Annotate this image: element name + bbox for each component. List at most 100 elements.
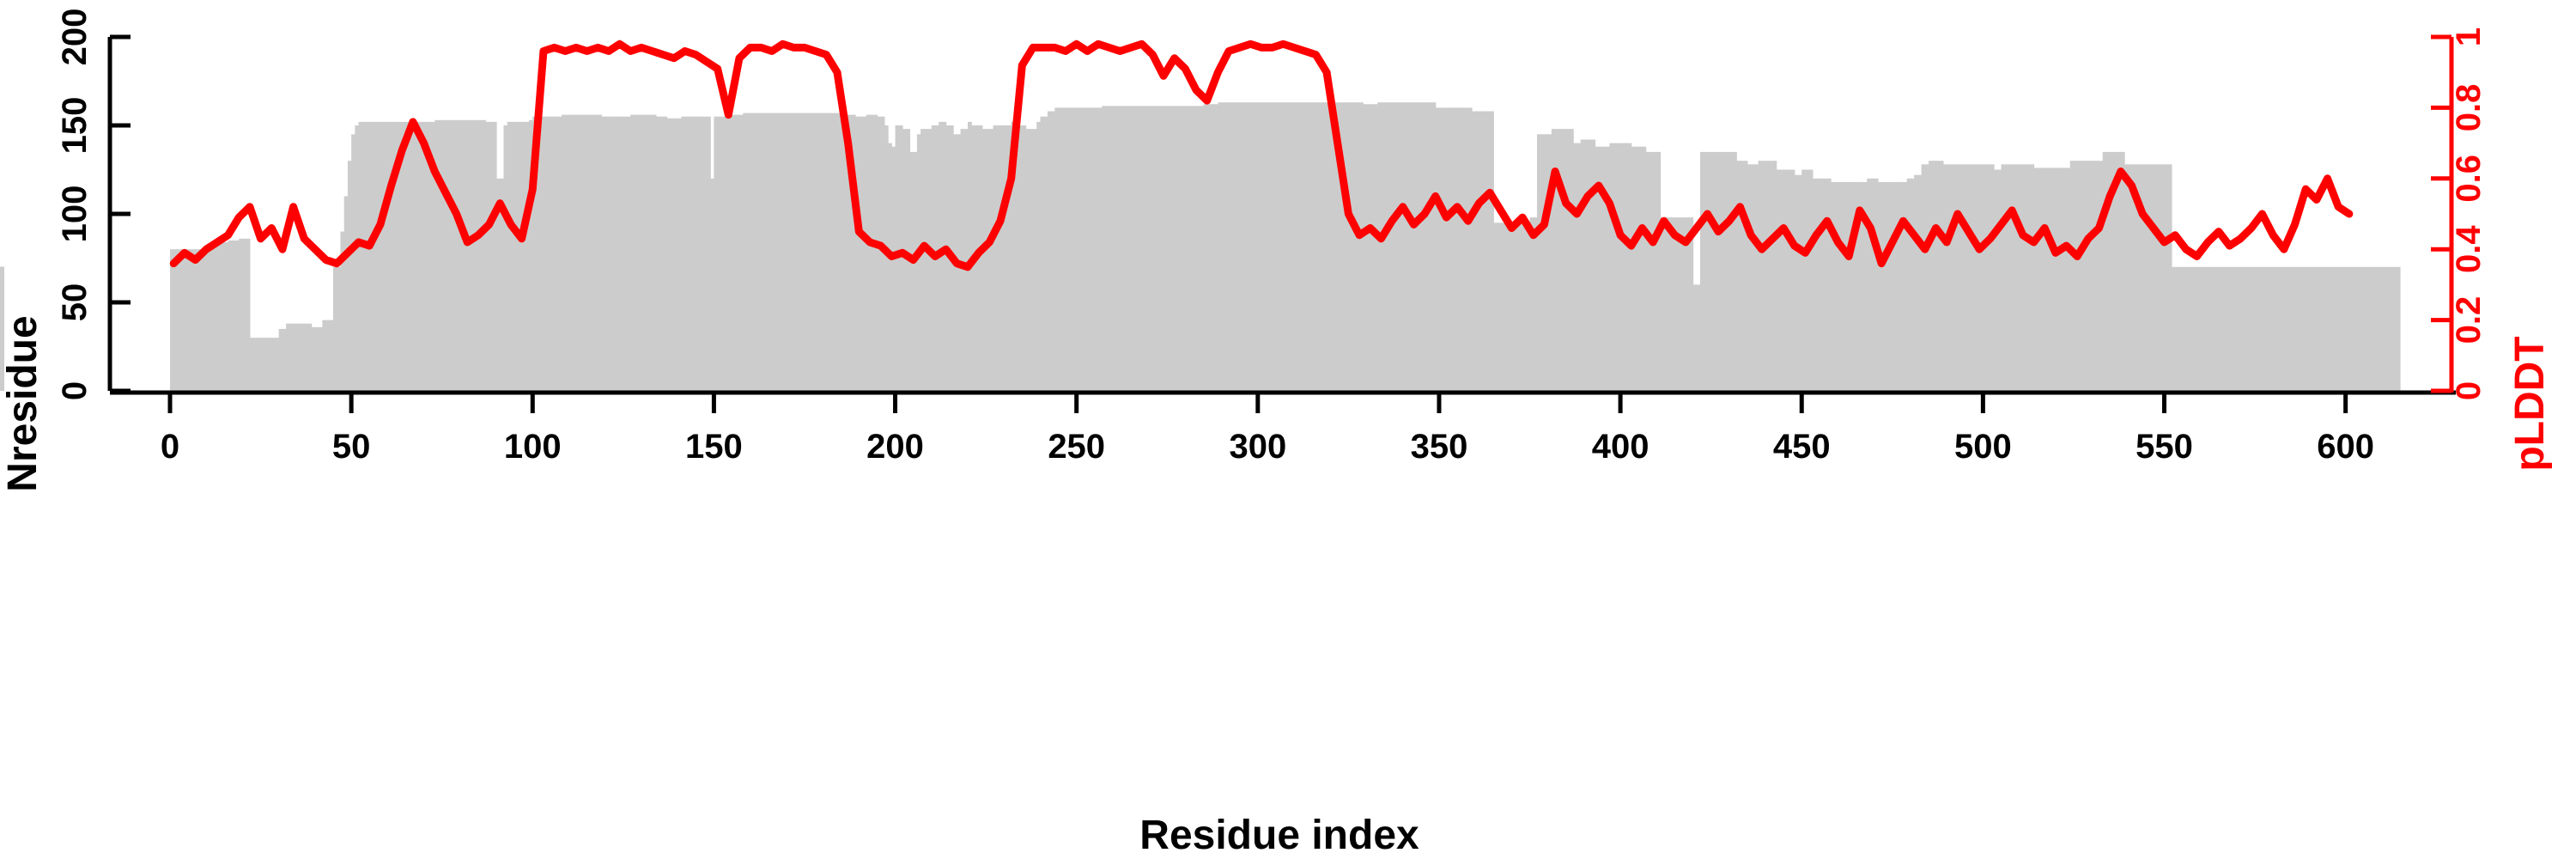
table-row [453, 119, 458, 391]
table-row [1304, 102, 1309, 391]
table-row [1772, 161, 1777, 391]
table-row [1805, 169, 1810, 391]
table-row [866, 114, 871, 391]
table-row [732, 114, 737, 391]
table-row [391, 121, 396, 391]
table-row [2226, 266, 2231, 391]
table-row [1334, 102, 1339, 391]
table-row [1736, 161, 1741, 391]
table-row [1950, 164, 1955, 391]
table-row [960, 129, 965, 391]
table-row [2291, 266, 2296, 391]
table-row [1929, 161, 1933, 391]
table-row [1203, 104, 1208, 391]
table-row [2389, 266, 2394, 391]
table-row [2105, 151, 2111, 391]
table-row [1540, 134, 1546, 392]
table-row [525, 121, 530, 391]
table-row [1007, 125, 1012, 391]
table-row [1678, 217, 1683, 391]
table-row [1377, 102, 1382, 391]
table-row [1279, 102, 1284, 391]
table-row [1446, 107, 1451, 392]
table-row [1091, 107, 1096, 392]
table-row [2280, 266, 2285, 391]
table-row [1040, 116, 1045, 391]
table-row [728, 114, 733, 391]
table-row [456, 119, 461, 391]
table-row [1740, 161, 1745, 391]
table-row [750, 113, 755, 391]
table-row [2113, 151, 2118, 391]
table-row [1268, 102, 1273, 391]
table-row [1569, 129, 1574, 391]
table-row [489, 121, 494, 391]
table-row [1392, 102, 1396, 391]
table-row [1340, 102, 1346, 391]
table-row [1635, 146, 1639, 391]
table-row [775, 113, 781, 391]
table-row [213, 241, 218, 391]
table-row [1663, 217, 1668, 391]
table-row [257, 338, 262, 391]
table-row [2342, 266, 2347, 391]
table-row [170, 249, 174, 391]
table-row [1239, 102, 1244, 391]
table-row [1054, 107, 1060, 392]
table-row [637, 114, 642, 391]
table-row [1352, 102, 1357, 391]
table-row [366, 121, 370, 391]
table-row [2371, 266, 2376, 391]
table-row [1881, 181, 1886, 391]
table-row [1968, 164, 1973, 391]
table-row [482, 119, 486, 391]
table-row [2048, 168, 2053, 391]
table-row [844, 114, 849, 391]
table-row [1856, 181, 1861, 391]
table-row [880, 116, 885, 391]
table-row [2353, 266, 2357, 391]
table-row [1914, 174, 1918, 391]
table-row [191, 249, 197, 391]
table-row [797, 113, 802, 391]
table-row [1373, 104, 1378, 391]
table-row [811, 113, 817, 391]
table-row [2167, 164, 2172, 391]
table-row [1196, 106, 1200, 391]
axis-tick-label: 200 [866, 428, 924, 466]
table-row [2087, 161, 2093, 391]
table-row [1431, 102, 1437, 391]
table-row [420, 121, 425, 391]
table-row [706, 116, 711, 391]
table-row [681, 116, 686, 391]
table-row [2200, 266, 2205, 391]
table-row [1823, 178, 1828, 391]
table-row [239, 238, 244, 391]
table-row [1159, 106, 1164, 391]
table-row [2124, 164, 2129, 391]
table-row [565, 114, 570, 391]
table-row [1479, 111, 1484, 391]
table-row [2004, 164, 2009, 391]
table-row [808, 113, 813, 391]
table-row [547, 116, 551, 391]
table-row [1345, 102, 1349, 391]
table-row [1105, 106, 1110, 391]
y2-axis-title: pLDDT [2507, 336, 2553, 471]
table-row [1420, 102, 1425, 391]
right-axis: 0 0.2 0.4 0.6 0.8 1 [2431, 27, 2488, 400]
table-row [1932, 161, 1937, 391]
table-row [319, 326, 323, 391]
table-row [2240, 266, 2245, 391]
table-row [1627, 143, 1632, 391]
axis-tick-label: 50 [56, 283, 94, 322]
table-row [387, 121, 392, 391]
table-row [1453, 107, 1458, 392]
table-row [641, 114, 646, 391]
table-row [1355, 102, 1360, 391]
table-row [1826, 178, 1832, 391]
table-row [1758, 161, 1763, 391]
table-row [714, 116, 719, 391]
table-row [1515, 222, 1520, 391]
